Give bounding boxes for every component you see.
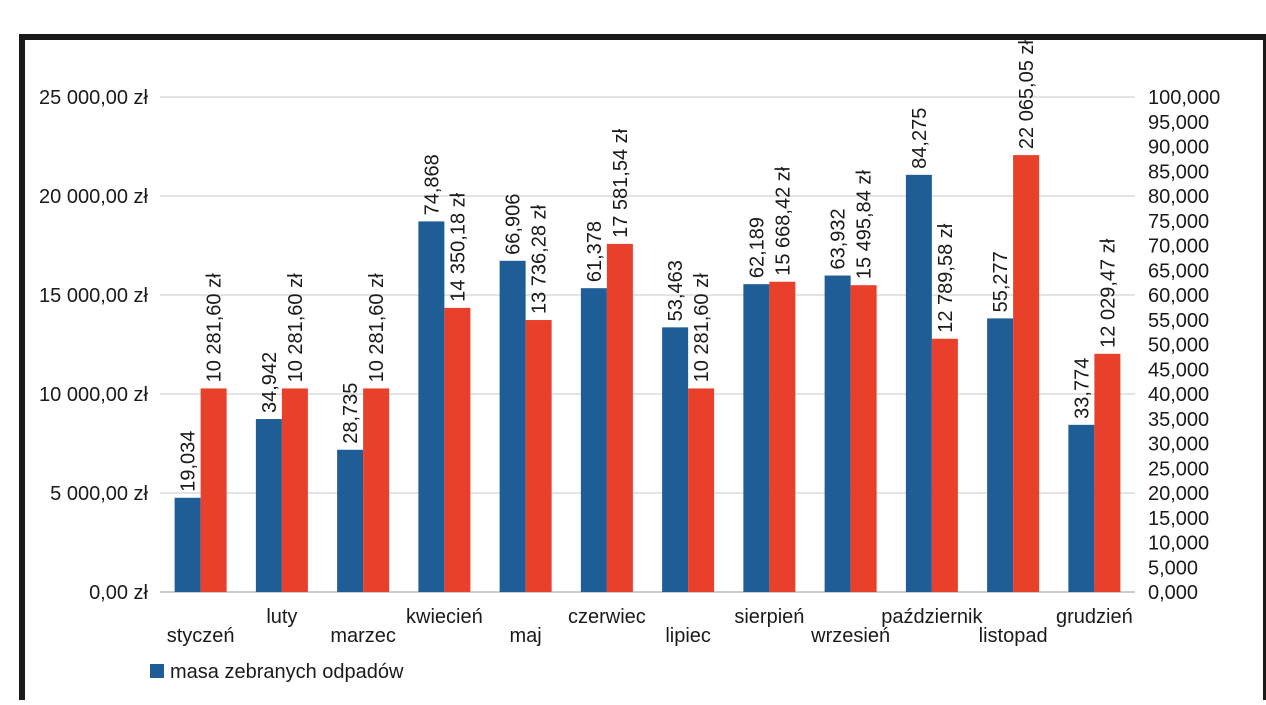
value-label: 74,868 (421, 154, 443, 215)
bar-mass (1068, 424, 1095, 592)
bar-cost (1094, 353, 1121, 592)
bar-cost (606, 243, 633, 593)
value-label: 12 789,58 zł (935, 223, 957, 333)
category-label: październik (881, 606, 983, 628)
right-tick-label: 45,000 (1148, 359, 1209, 381)
bar-cost (281, 388, 308, 592)
value-label: 66,906 (503, 194, 525, 255)
value-label: 10 281,60 zł (691, 273, 713, 383)
value-label: 84,275 (909, 108, 931, 169)
category-label: listopad (979, 625, 1048, 647)
category-label: maj (510, 625, 542, 647)
category-label: sierpień (734, 606, 804, 628)
bar-cost (688, 388, 715, 592)
right-tick-label: 60,000 (1148, 285, 1209, 307)
value-label: 55,277 (990, 251, 1012, 312)
bar-mass (824, 275, 851, 592)
bar-cost (769, 281, 796, 592)
bar-cost (363, 388, 390, 592)
left-tick-label: 25 000,00 zł (39, 87, 149, 109)
value-label: 15 495,84 zł (854, 170, 876, 280)
bar-cost (931, 338, 958, 592)
bar-cost (444, 307, 471, 592)
right-tick-label: 100,000 (1148, 87, 1220, 109)
bars (174, 155, 1121, 593)
value-label: 15 668,42 zł (772, 166, 794, 276)
value-label: 28,735 (340, 383, 362, 444)
right-tick-label: 15,000 (1148, 508, 1209, 530)
bar-cost (1013, 155, 1040, 593)
right-tick-label: 20,000 (1148, 483, 1209, 505)
right-tick-label: 35,000 (1148, 409, 1209, 431)
right-tick-label: 50,000 (1148, 335, 1209, 357)
left-tick-label: 15 000,00 zł (39, 285, 149, 307)
category-label: lipiec (665, 625, 711, 647)
right-tick-label: 55,000 (1148, 310, 1209, 332)
value-label: 10 281,60 zł (204, 273, 226, 383)
bar-cost (200, 388, 227, 592)
legend-swatch (150, 664, 164, 678)
grid-lines (160, 96, 1135, 593)
right-tick-label: 10,000 (1148, 533, 1209, 555)
left-axis: 0,00 zł 5 000,00 zł 10 000,00 zł 15 000,00 … (39, 87, 149, 604)
category-label: kwiecień (406, 606, 483, 628)
right-tick-label: 90,000 (1148, 137, 1209, 159)
value-label: 53,463 (665, 260, 687, 321)
right-tick-label: 85,000 (1148, 161, 1209, 183)
right-tick-label: 0,000 (1148, 582, 1198, 604)
value-label: 13 736,28 zł (529, 204, 551, 314)
right-tick-label: 95,000 (1148, 112, 1209, 134)
value-label: 12 029,47 zł (1097, 238, 1119, 348)
bar-cost (850, 285, 877, 592)
x-axis: styczeń luty marzec kwiecień maj czerwiec lipi… (167, 606, 1133, 647)
bar-mass (743, 284, 770, 592)
category-label: wrzesień (810, 625, 890, 647)
value-label: 33,774 (1071, 358, 1093, 419)
chart-frame (19, 34, 1266, 705)
right-tick-label: 70,000 (1148, 236, 1209, 258)
value-label: 19,034 (178, 431, 200, 492)
bar-mass (418, 221, 445, 593)
bar-mass (580, 288, 607, 592)
category-label: styczeń (167, 625, 235, 647)
left-tick-label: 5 000,00 zł (50, 483, 148, 505)
value-label: 63,932 (828, 208, 850, 269)
category-label: marzec (330, 625, 396, 647)
value-label: 34,942 (259, 352, 281, 413)
value-label: 62,189 (746, 217, 768, 278)
left-tick-label: 10 000,00 zł (39, 384, 149, 406)
value-label: 61,378 (584, 221, 606, 282)
right-tick-label: 80,000 (1148, 186, 1209, 208)
right-tick-label: 40,000 (1148, 384, 1209, 406)
left-tick-label: 0,00 zł (89, 582, 148, 604)
bar-mass (174, 497, 201, 592)
legend: masa zebranych odpadów (150, 661, 404, 683)
right-tick-label: 30,000 (1148, 434, 1209, 456)
right-tick-label: 25,000 (1148, 458, 1209, 480)
right-tick-label: 75,000 (1148, 211, 1209, 233)
bar-mass (499, 260, 526, 592)
left-tick-label: 20 000,00 zł (39, 186, 149, 208)
category-label: luty (266, 606, 297, 628)
value-label: 17 581,54 zł (610, 128, 632, 238)
legend-label: masa zebranych odpadów (170, 661, 404, 683)
value-label: 10 281,60 zł (366, 273, 388, 383)
bar-mass (905, 174, 932, 592)
value-label: 14 350,18 zł (447, 192, 469, 302)
bar-mass (255, 419, 282, 592)
category-label: grudzień (1056, 606, 1133, 628)
category-label: czerwiec (568, 606, 646, 628)
right-tick-label: 5,000 (1148, 557, 1198, 579)
bar-mass (987, 318, 1014, 592)
value-label: 10 281,60 zł (285, 273, 307, 383)
bar-mass (662, 327, 689, 592)
right-tick-label: 65,000 (1148, 260, 1209, 282)
bar-cost (525, 320, 552, 592)
bar-mass (337, 449, 364, 592)
value-label: 22 065,05 zł (1016, 40, 1038, 150)
